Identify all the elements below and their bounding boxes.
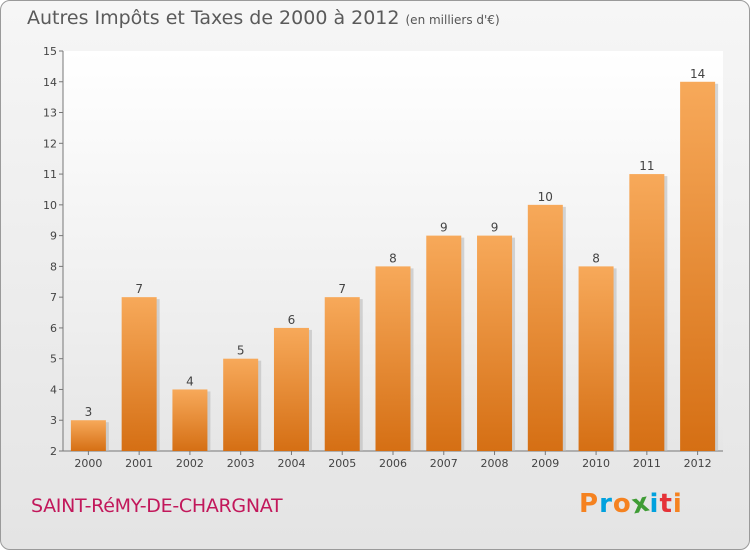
y-tick-label: 10	[43, 199, 57, 212]
logo-letter: r	[599, 489, 613, 519]
x-tick-label: 2012	[684, 457, 712, 470]
title-text: Autres Impôts et Taxes de 2000 à 2012	[27, 7, 400, 29]
y-tick-label: 5	[50, 353, 57, 366]
commune-name: SAINT-RéMY-DE-CHARGNAT	[31, 495, 283, 517]
bar-2003	[223, 358, 259, 451]
data-label: 9	[491, 221, 499, 235]
bar-2000	[70, 420, 106, 451]
data-label: 14	[690, 67, 705, 81]
bar-2001	[121, 297, 157, 451]
bar-2011	[629, 174, 665, 452]
data-label: 8	[389, 251, 397, 265]
data-label: 3	[85, 405, 93, 419]
x-tick-label: 2006	[379, 457, 407, 470]
x-tick-label: 2008	[481, 457, 509, 470]
data-label: 11	[639, 159, 654, 173]
y-tick-label: 15	[43, 45, 57, 58]
logo-letter: P	[579, 489, 600, 519]
data-label: 9	[440, 221, 448, 235]
logo-letter: t	[659, 489, 673, 519]
bar-2002	[172, 389, 208, 451]
x-tick-label: 2003	[227, 457, 255, 470]
data-label: 4	[186, 374, 194, 388]
data-label: 6	[288, 313, 296, 327]
y-tick-label: 12	[43, 137, 57, 150]
data-label: 7	[338, 282, 346, 296]
bar-2005	[324, 297, 360, 451]
x-tick-label: 2002	[176, 457, 204, 470]
bar-2010	[578, 266, 614, 451]
data-label: 7	[135, 282, 143, 296]
bar-2006	[375, 266, 411, 451]
y-tick-label: 3	[50, 414, 57, 427]
bar-2009	[527, 204, 563, 451]
bar-2004	[273, 327, 309, 451]
x-tick-label: 2011	[633, 457, 661, 470]
y-tick-label: 4	[50, 383, 57, 396]
bar-2008	[477, 235, 513, 451]
y-tick-label: 2	[50, 445, 57, 458]
bar-2007	[426, 235, 462, 451]
data-label: 5	[237, 344, 245, 358]
x-tick-label: 2000	[74, 457, 102, 470]
chart-title: Autres Impôts et Taxes de 2000 à 2012 (en…	[27, 7, 500, 29]
x-tick-label: 2007	[430, 457, 458, 470]
y-tick-label: 9	[50, 230, 57, 243]
y-tick-label: 14	[43, 76, 57, 89]
x-tick-label: 2004	[277, 457, 305, 470]
chart-subtitle: (en milliers d'€)	[405, 13, 500, 27]
y-tick-label: 8	[50, 260, 57, 273]
proxiti-logo[interactable]: Proxiti	[579, 487, 683, 520]
y-tick-label: 7	[50, 291, 57, 304]
logo-letter: o	[612, 489, 632, 519]
x-tick-label: 2010	[582, 457, 610, 470]
x-tick-label: 2005	[328, 457, 356, 470]
y-tick-label: 6	[50, 322, 57, 335]
data-label: 10	[538, 190, 553, 204]
bar-2012	[680, 81, 716, 452]
data-label: 8	[592, 251, 600, 265]
x-tick-label: 2009	[531, 457, 559, 470]
y-tick-label: 13	[43, 107, 57, 120]
logo-letter: i	[672, 489, 683, 519]
logo-letter: i	[649, 489, 660, 519]
y-tick-label: 11	[43, 168, 57, 181]
x-tick-label: 2001	[125, 457, 153, 470]
